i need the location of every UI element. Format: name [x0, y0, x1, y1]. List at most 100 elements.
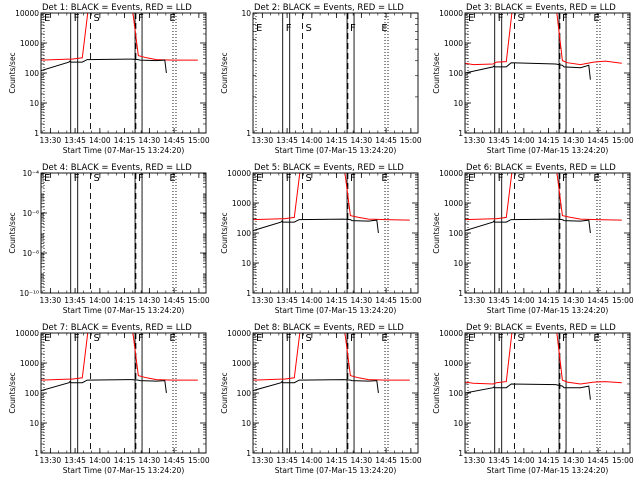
x-tick-label: 14:30 [139, 456, 161, 465]
marker-letter: S [94, 333, 100, 344]
series-lld-line [253, 173, 410, 221]
data-layer [465, 333, 622, 453]
marker-letter: S [94, 173, 100, 184]
marker-letter: F [286, 173, 292, 184]
x-tick-label: 13:30 [252, 296, 274, 305]
y-tick-label: 1000 [232, 359, 251, 368]
series-events-line [253, 218, 379, 234]
panel-title: Det 8: BLACK = Events, RED = LLD [254, 323, 404, 333]
y-tick-label: 10000 [439, 169, 463, 178]
marker-letter: F [138, 173, 144, 184]
y-axis-label: Counts/sec [432, 52, 441, 93]
x-tick-label: 13:45 [64, 456, 86, 465]
marker-letter: E [44, 13, 50, 24]
plot-frame [40, 12, 207, 134]
marker-letter: F [350, 333, 356, 344]
x-tick-label: 14:45 [163, 296, 185, 305]
x-axis-label: Start Time (07-Mar-15 13:24:20) [275, 146, 397, 155]
x-tick-label: 14:15 [538, 456, 560, 465]
series-lld-line [41, 13, 198, 61]
x-tick-label: 13:30 [464, 456, 486, 465]
plot-frame [252, 172, 419, 294]
marker-letter: E [381, 333, 387, 344]
x-tick-label: 14:00 [513, 136, 535, 145]
y-tick-label: 10000 [439, 9, 463, 18]
marker-letter: E [44, 333, 50, 344]
data-layer [253, 173, 410, 293]
x-tick-label: 14:00 [89, 456, 111, 465]
y-tick-label: 1000 [444, 39, 463, 48]
data-layer [465, 173, 622, 293]
x-tick-label: 14:30 [351, 136, 373, 145]
series-lld-line [465, 173, 622, 221]
panel-title: Det 5: BLACK = Events, RED = LLD [254, 163, 404, 173]
y-tick-label: 1000 [20, 39, 39, 48]
x-tick-label: 14:15 [326, 136, 348, 145]
y-tick-label: 10 [453, 99, 463, 108]
y-tick-label: 1000 [444, 199, 463, 208]
x-tick-label: 14:00 [301, 136, 323, 145]
panel-title: Det 7: BLACK = Events, RED = LLD [42, 323, 192, 333]
x-tick-label: 13:30 [252, 136, 274, 145]
x-tick-label: 14:00 [513, 296, 535, 305]
plot-frame [40, 332, 207, 454]
marker-letter: F [350, 23, 356, 34]
x-tick-label: 13:45 [276, 456, 298, 465]
x-tick-label: 15:00 [612, 296, 634, 305]
x-tick-label: 15:00 [400, 296, 422, 305]
y-tick-label: 10 [453, 419, 463, 428]
y-tick-label: 10 [241, 419, 251, 428]
marker-letter: F [562, 333, 568, 344]
y-tick-label: 1 [246, 129, 251, 138]
x-axis-label: Start Time (07-Mar-15 13:24:20) [487, 306, 609, 315]
x-tick-label: 14:30 [351, 456, 373, 465]
x-tick-label: 14:15 [114, 296, 136, 305]
marker-letter: F [498, 173, 504, 184]
x-tick-label: 13:30 [464, 136, 486, 145]
x-tick-label: 13:30 [464, 296, 486, 305]
y-tick-label: 10 [241, 9, 251, 18]
x-tick-label: 14:00 [89, 136, 111, 145]
panel-det-3: Det 3: BLACK = Events, RED = LLD 1 10 100 10… [432, 3, 634, 155]
plot-frame [252, 12, 419, 134]
y-axis-label: Counts/sec [8, 372, 17, 413]
x-tick-label: 15:00 [400, 456, 422, 465]
marker-letter: E [256, 333, 262, 344]
marker-letter: E [593, 173, 599, 184]
x-tick-label: 13:45 [488, 136, 510, 145]
marker-letter: F [498, 13, 504, 24]
y-axis-label: Counts/sec [220, 52, 229, 93]
y-tick-label: 1000 [444, 359, 463, 368]
x-tick-label: 14:45 [375, 456, 397, 465]
x-axis-label: Start Time (07-Mar-15 13:24:20) [63, 466, 185, 475]
marker-letter: E [44, 173, 50, 184]
y-tick-label: 10000 [15, 9, 39, 18]
y-tick-label: 1 [458, 129, 463, 138]
marker-letter: F [138, 13, 144, 24]
x-axis-label: Start Time (07-Mar-15 13:24:20) [275, 466, 397, 475]
y-axis-label: Counts/sec [220, 372, 229, 413]
x-tick-label: 14:30 [563, 136, 585, 145]
y-axis-label: Counts/sec [220, 212, 229, 253]
x-tick-label: 14:00 [513, 456, 535, 465]
x-tick-label: 13:30 [252, 456, 274, 465]
x-tick-label: 15:00 [188, 456, 210, 465]
x-tick-label: 13:30 [40, 456, 62, 465]
y-tick-label: 10 [29, 419, 39, 428]
data-layer [41, 333, 198, 453]
series-lld-line [41, 333, 198, 381]
y-tick-label: 10⁻⁶ [22, 209, 39, 218]
data-layer [253, 13, 389, 133]
x-tick-label: 14:30 [139, 296, 161, 305]
marker-letter: S [306, 173, 312, 184]
series-events-line [465, 218, 591, 234]
x-tick-label: 13:30 [40, 296, 62, 305]
y-axis-label: Counts/sec [8, 212, 17, 253]
y-tick-label: 1 [246, 289, 251, 298]
panel-det-1: Det 1: BLACK = Events, RED = LLD 1 10 100 10… [8, 3, 210, 155]
y-tick-label: 10000 [15, 329, 39, 338]
x-tick-label: 13:45 [488, 296, 510, 305]
marker-letter: F [562, 13, 568, 24]
marker-letter: E [256, 173, 262, 184]
